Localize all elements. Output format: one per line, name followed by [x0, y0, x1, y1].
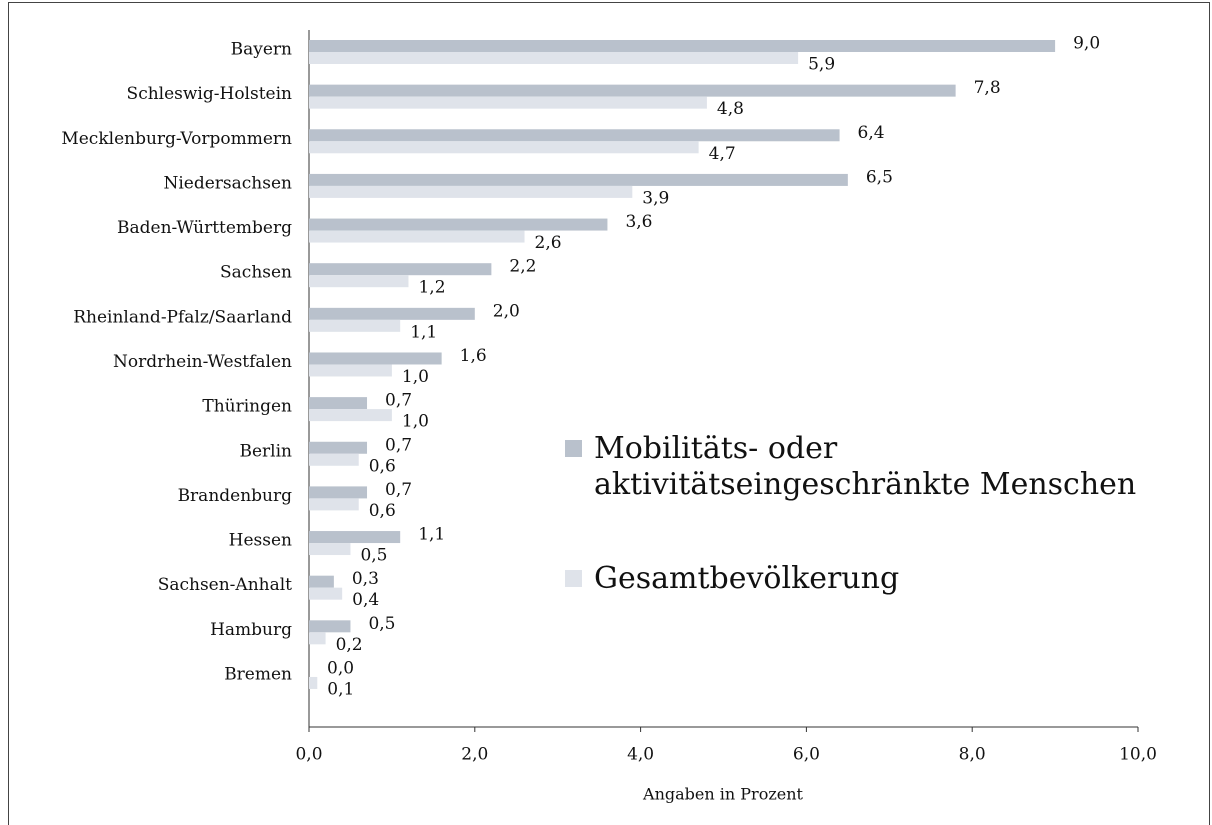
y-tick-label: Sachsen-Anhalt — [158, 575, 292, 595]
y-tick-label: Rheinland-Pfalz/Saarland — [73, 307, 292, 327]
value-label: 1,6 — [460, 346, 487, 366]
value-label: 0,7 — [385, 391, 412, 411]
value-label: 0,4 — [352, 590, 379, 610]
value-label: 0,7 — [385, 435, 412, 455]
legend-swatch — [565, 570, 582, 587]
bar — [309, 129, 840, 142]
value-label: 1,0 — [402, 412, 429, 432]
bar — [309, 275, 409, 288]
y-tick-label: Hamburg — [210, 620, 292, 640]
bar — [309, 632, 326, 645]
bar — [309, 531, 401, 544]
bar — [309, 441, 368, 454]
value-label: 1,1 — [418, 525, 445, 545]
bar — [309, 352, 442, 365]
x-tick-label: 2,0 — [461, 745, 488, 765]
bar — [309, 307, 475, 320]
value-label: 5,9 — [808, 55, 835, 75]
value-label: 0,7 — [385, 480, 412, 500]
y-tick-label: Sachsen — [220, 263, 292, 283]
value-label: 2,0 — [493, 301, 520, 321]
value-label: 2,2 — [509, 257, 536, 277]
value-label: 0,6 — [369, 501, 396, 521]
bar — [309, 230, 525, 243]
value-label: 7,8 — [974, 78, 1001, 98]
bar — [309, 486, 368, 499]
value-label: 9,0 — [1073, 34, 1100, 54]
bar — [309, 543, 351, 556]
y-tick-label: Bayern — [231, 40, 292, 60]
bar — [309, 52, 799, 64]
y-tick-label: Hessen — [229, 531, 292, 551]
y-tick-label: Thüringen — [202, 397, 292, 417]
y-tick-label: Mecklenburg-Vorpommern — [61, 129, 292, 149]
value-label: 4,7 — [709, 144, 736, 164]
legend-swatch — [565, 440, 582, 457]
y-tick-label: Nordrhein-Westfalen — [113, 352, 292, 372]
value-label: 2,6 — [535, 233, 562, 253]
value-label: 0,2 — [336, 635, 363, 655]
y-tick-label: Bremen — [224, 664, 292, 684]
value-label: 3,9 — [642, 188, 669, 208]
y-tick-label: Schleswig-Holstein — [127, 84, 293, 104]
bar — [309, 84, 956, 97]
x-axis-title: Angaben in Prozent — [642, 785, 804, 804]
value-label: 1,1 — [410, 322, 437, 342]
x-tick-label: 6,0 — [793, 745, 820, 765]
value-label: 0,3 — [352, 569, 379, 589]
x-tick-label: 10,0 — [1119, 745, 1157, 765]
value-label: 0,5 — [368, 614, 395, 634]
bar — [309, 453, 359, 466]
x-tick-label: 4,0 — [627, 745, 654, 765]
legend-label: Gesamtbevölkerung — [594, 561, 900, 596]
bar — [309, 575, 334, 588]
value-label: 1,2 — [418, 278, 445, 298]
value-label: 6,4 — [858, 123, 885, 143]
x-tick-label: 0,0 — [295, 745, 322, 765]
bar — [309, 96, 707, 109]
frame — [8, 2, 1210, 825]
value-label: 1,0 — [402, 367, 429, 387]
value-label: 4,8 — [717, 99, 744, 119]
bar — [309, 364, 392, 377]
value-label: 3,6 — [625, 212, 652, 232]
y-tick-label: Baden-Württemberg — [117, 218, 292, 238]
bar — [309, 676, 318, 689]
legend-label: Mobilitäts- oder aktivitätseingeschränkt… — [594, 431, 1137, 502]
value-label: 6,5 — [866, 167, 893, 187]
bar — [309, 620, 351, 633]
bar — [309, 218, 608, 231]
y-tick-label: Brandenburg — [178, 486, 293, 506]
bar — [309, 263, 492, 276]
value-label: 0,1 — [327, 679, 354, 699]
bar — [309, 173, 848, 186]
x-tick-label: 8,0 — [959, 745, 986, 765]
bar — [309, 587, 343, 600]
bar — [309, 141, 699, 154]
y-tick-label: Niedersachsen — [163, 173, 292, 193]
bar — [309, 409, 392, 422]
bar — [309, 498, 359, 511]
value-label: 0,5 — [360, 546, 387, 566]
y-tick-label: Berlin — [239, 441, 292, 461]
value-label: 0,6 — [369, 456, 396, 476]
bar — [309, 397, 368, 410]
bar — [309, 185, 633, 198]
value-label: 0,0 — [327, 658, 354, 678]
bar — [309, 319, 401, 332]
bar — [309, 40, 1056, 52]
